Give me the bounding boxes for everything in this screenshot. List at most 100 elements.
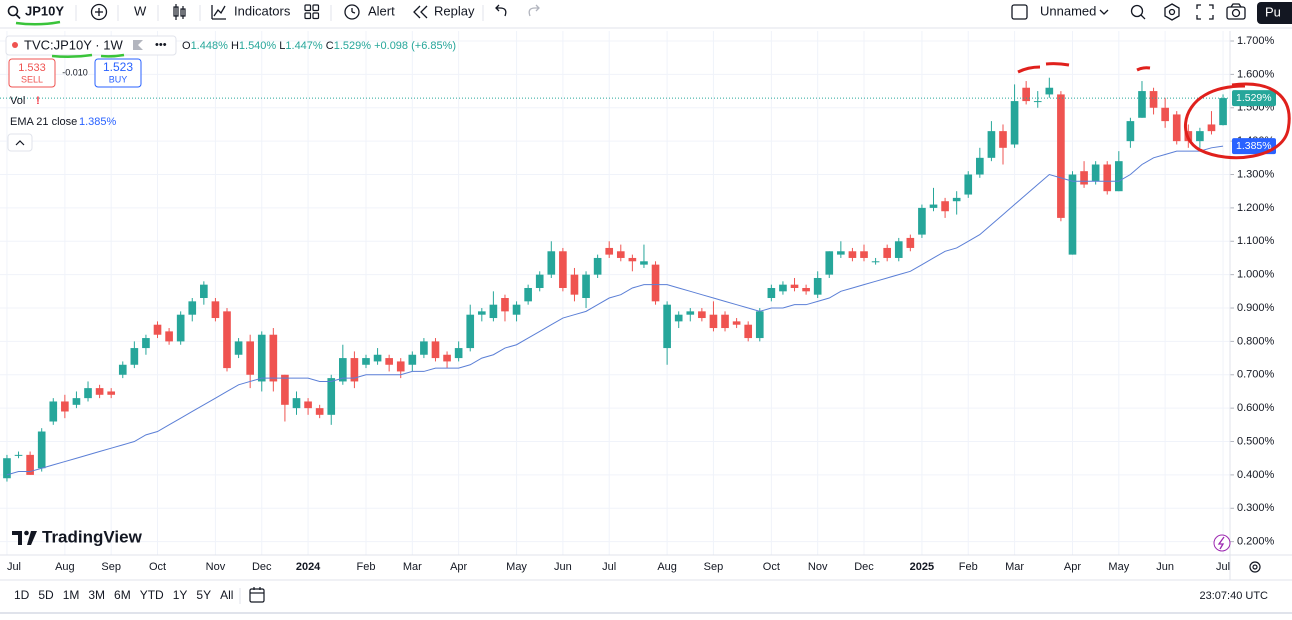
range-button[interactable]: 5D	[38, 588, 54, 602]
annotation-dash	[1017, 65, 1041, 74]
candle-body	[501, 298, 509, 312]
candle-body	[1010, 101, 1019, 145]
x-tick-label: Jun	[1156, 561, 1174, 573]
layout-menu[interactable]	[1099, 9, 1109, 15]
range-button[interactable]: All	[220, 588, 233, 602]
x-tick-label: Nov	[206, 561, 226, 573]
x-tick-label: Nov	[808, 561, 828, 573]
symbol-search[interactable]: JP10Y	[7, 3, 65, 26]
more-icon[interactable]: •••	[155, 39, 167, 51]
candle-body	[628, 257, 637, 262]
axis-settings[interactable]	[1249, 561, 1261, 573]
candle-body	[26, 454, 34, 475]
ema-line	[6, 145, 1224, 476]
settings-button[interactable]	[1164, 3, 1180, 21]
candle-body	[941, 201, 949, 212]
candle-body	[883, 247, 891, 258]
buy-price[interactable]: 1.523	[103, 60, 133, 74]
annotations	[1017, 62, 1291, 160]
range-button[interactable]: 5Y	[196, 588, 211, 602]
replay-label[interactable]: Replay	[434, 3, 475, 18]
range-button[interactable]: 1M	[63, 588, 80, 602]
indicators-button[interactable]: Indicators	[211, 3, 291, 20]
sell-label[interactable]: SELL	[21, 74, 43, 84]
sell-button[interactable]	[8, 58, 56, 88]
publish-label[interactable]: Pu	[1265, 4, 1281, 19]
legend-symbol: TVC:JP10Y · 1W	[24, 37, 123, 52]
publish-button[interactable]	[1257, 2, 1292, 24]
candle-body	[142, 338, 150, 349]
candle-body	[95, 388, 104, 395]
flag-icon[interactable]	[133, 40, 143, 50]
range-button[interactable]: 6M	[114, 588, 131, 602]
candle-body	[698, 311, 706, 319]
annotation-dash	[1045, 62, 1070, 67]
compare-button[interactable]	[90, 3, 108, 21]
indicators-label[interactable]: Indicators	[234, 3, 291, 18]
candle-body	[246, 341, 254, 375]
candle-body	[999, 131, 1007, 148]
collapse-button[interactable]	[7, 133, 33, 152]
ohlc-value: 1.529%	[334, 40, 372, 52]
x-tick-label: 2025	[910, 561, 934, 573]
annotation-underline	[15, 20, 61, 26]
layout-checkbox[interactable]	[1011, 4, 1028, 20]
candle-body	[269, 334, 278, 382]
ohlc-key: C	[326, 40, 334, 52]
candle-body	[721, 314, 729, 329]
ohlc-value: 1.447%	[285, 40, 323, 52]
candle-body	[281, 374, 289, 405]
legend-ohlc: O1.448% H1.540% L1.447% C1.529% +0.098 (…	[182, 40, 456, 52]
last-price-badge	[1232, 90, 1276, 107]
quick-search[interactable]	[1130, 4, 1146, 20]
volume-label: Vol	[10, 95, 25, 107]
x-tick-label: Dec	[854, 561, 874, 573]
candle-body	[1196, 131, 1204, 142]
y-tick-label: 1.700%	[1237, 35, 1275, 47]
buy-label[interactable]: BUY	[109, 74, 128, 84]
sell-price[interactable]: 1.533	[18, 62, 46, 74]
candle-body	[906, 237, 915, 248]
candle-body	[709, 314, 718, 329]
date-range-button[interactable]	[249, 587, 265, 603]
ohlc-key: O	[182, 40, 191, 52]
replay-button[interactable]: Replay	[413, 3, 475, 19]
buy-button[interactable]	[94, 58, 142, 88]
interval-button[interactable]: W	[134, 3, 147, 18]
volume-warning[interactable]: !	[36, 95, 40, 107]
templates-button[interactable]	[304, 4, 320, 20]
range-button[interactable]: YTD	[140, 588, 164, 602]
y-tick-label: 1.200%	[1237, 202, 1275, 214]
candle-body	[987, 131, 996, 158]
undo-button[interactable]	[495, 4, 507, 17]
candle-body	[408, 354, 417, 365]
range-button[interactable]: 1Y	[173, 588, 188, 602]
alert-label[interactable]: Alert	[368, 3, 395, 18]
alert-button[interactable]: Alert	[344, 3, 395, 20]
candle-body	[373, 354, 382, 362]
candle-body	[848, 251, 857, 258]
candle-body	[894, 241, 903, 258]
range-button[interactable]: 1D	[14, 588, 30, 602]
candle-body	[37, 431, 46, 469]
ema-label: EMA 21 close	[10, 116, 77, 128]
candle-body	[512, 304, 521, 315]
logo-text: TradingView	[42, 527, 143, 546]
symbol[interactable]: JP10Y	[25, 3, 64, 18]
candle-body	[1138, 91, 1146, 118]
layout-name[interactable]: Unnamed	[1040, 3, 1096, 18]
candle-body	[176, 314, 185, 342]
candle-body	[732, 321, 741, 325]
range-button[interactable]: 3M	[88, 588, 105, 602]
x-tick-label: Sep	[704, 561, 724, 573]
chart-type-button[interactable]	[173, 4, 186, 20]
collapse-icon[interactable]	[15, 140, 25, 146]
y-tick-label: 0.800%	[1237, 335, 1275, 347]
y-tick-label: 1.600%	[1237, 68, 1275, 80]
ema-badge	[1232, 138, 1276, 155]
snapshot-button[interactable]	[1226, 3, 1246, 20]
lightning-button[interactable]	[1213, 534, 1231, 552]
redo-button[interactable]	[528, 4, 540, 17]
fullscreen-button[interactable]	[1196, 4, 1214, 20]
plot: 1.529% 1.385%	[0, 77, 1276, 482]
